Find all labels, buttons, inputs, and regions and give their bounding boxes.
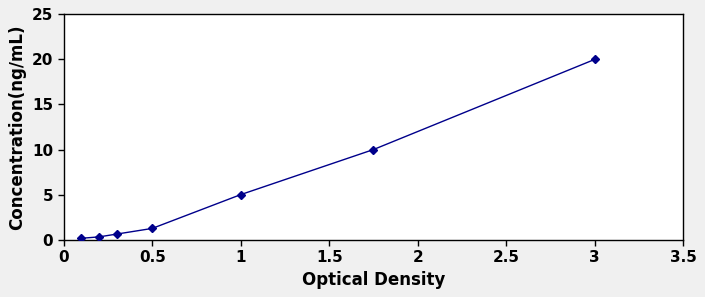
- X-axis label: Optical Density: Optical Density: [302, 271, 445, 289]
- Y-axis label: Concentration(ng/mL): Concentration(ng/mL): [8, 24, 26, 230]
